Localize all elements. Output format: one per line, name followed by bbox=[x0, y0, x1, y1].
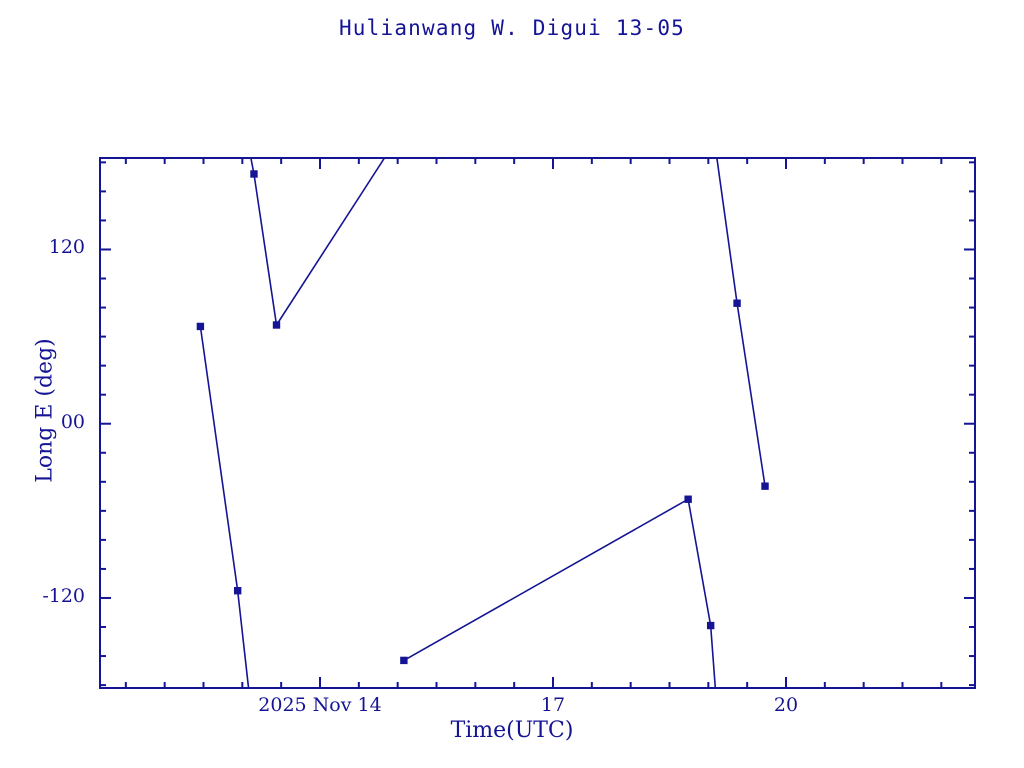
plot-border bbox=[99, 157, 976, 689]
series-line bbox=[250, 158, 386, 328]
x-axis-title: Time(UTC) bbox=[450, 718, 574, 743]
x-tick-label: 2025 Nov 14 bbox=[258, 694, 382, 716]
data-point-marker bbox=[761, 482, 769, 490]
series-line bbox=[716, 158, 766, 487]
data-series bbox=[199, 158, 766, 688]
y-tick-label: 00 bbox=[60, 410, 85, 433]
data-point-marker bbox=[233, 587, 242, 595]
y-axis-title: Long E (deg) bbox=[32, 338, 58, 483]
chart-title: Hulianwang W. Digui 13-05 bbox=[338, 16, 686, 40]
y-tick-label: -120 bbox=[42, 584, 85, 607]
y-tick-label: 120 bbox=[48, 236, 85, 259]
axis-frame bbox=[99, 157, 976, 689]
data-point-marker bbox=[250, 170, 258, 178]
series-line bbox=[199, 326, 250, 688]
data-point-marker bbox=[706, 621, 715, 630]
data-markers bbox=[196, 170, 769, 665]
x-tick-label: 20 bbox=[773, 694, 799, 716]
x-tick-label: 17 bbox=[540, 694, 566, 716]
data-point-marker bbox=[400, 656, 408, 665]
axis-ticks bbox=[100, 158, 975, 688]
data-point-marker bbox=[272, 321, 281, 329]
data-point-marker bbox=[196, 322, 205, 331]
data-point-marker bbox=[684, 495, 692, 503]
series-line bbox=[403, 497, 717, 688]
data-point-marker bbox=[733, 299, 741, 307]
